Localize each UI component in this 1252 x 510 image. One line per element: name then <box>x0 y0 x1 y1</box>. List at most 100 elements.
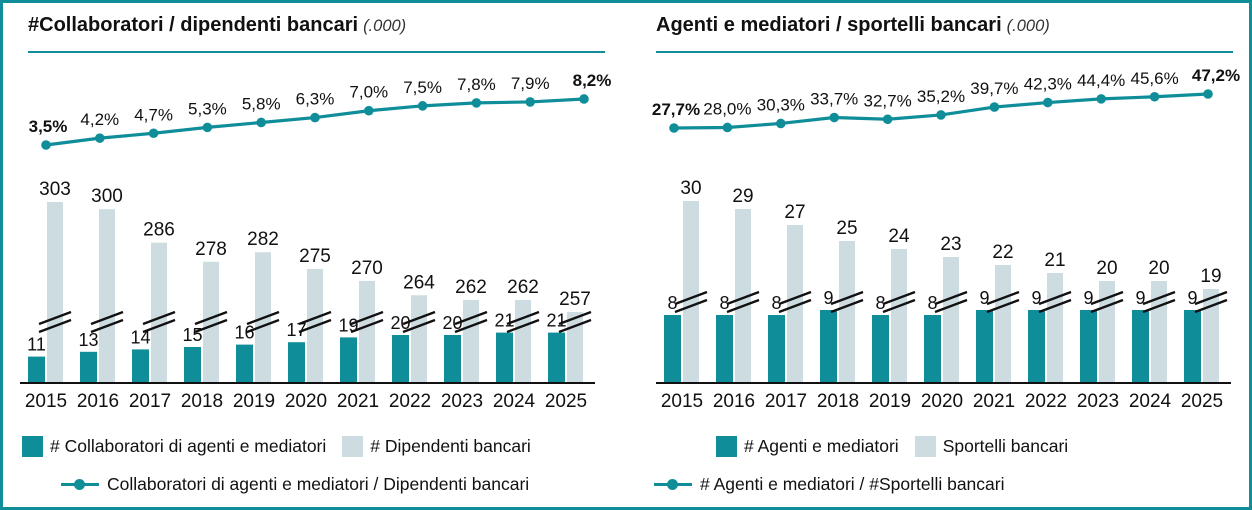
line-point <box>1096 94 1106 104</box>
light-bar <box>787 225 803 383</box>
percent-label: 5,3% <box>188 99 227 118</box>
line-point <box>417 101 428 111</box>
percent-label: 39,7% <box>970 79 1018 98</box>
axis-break-mark <box>298 310 332 326</box>
axis-break-mark <box>558 318 592 334</box>
axis-break-mark <box>90 310 124 326</box>
light-bar-value-label: 30 <box>680 178 701 199</box>
teal-bar-value-label: 14 <box>130 327 150 347</box>
light-bar <box>151 242 167 383</box>
teal-bar <box>28 356 45 383</box>
axis-break-mark <box>142 310 176 326</box>
axis-break-mark <box>934 298 968 314</box>
line-point <box>148 128 159 139</box>
year-label: 2018 <box>181 391 223 412</box>
teal-bar <box>288 342 305 383</box>
axis-break-mark <box>558 310 592 326</box>
teal-bar <box>184 347 201 383</box>
light-bar-value-label: 257 <box>559 289 591 310</box>
teal-bar <box>340 337 357 383</box>
light-bar <box>1203 289 1219 383</box>
percent-label: 27,7% <box>652 100 700 119</box>
legend-label: # Dipendenti bancari <box>370 436 531 456</box>
light-bar-value-label: 286 <box>143 220 175 241</box>
teal-bar-value-label: 8 <box>771 293 781 313</box>
right-chart-plot: 8302015829201682720179252018824201982320… <box>652 66 1240 412</box>
year-label: 2020 <box>921 391 963 412</box>
axis-break-mark <box>986 290 1020 306</box>
percent-label: 6,3% <box>296 90 335 109</box>
year-label: 2025 <box>1181 391 1223 412</box>
legend-label: # Collaboratori di agenti e mediatori <box>50 436 327 456</box>
teal-bar <box>924 315 941 383</box>
light-bar-value-label: 24 <box>888 226 910 247</box>
light-bar <box>1047 273 1063 383</box>
light-bar <box>995 265 1011 383</box>
teal-bar <box>820 310 837 383</box>
percent-label: 5,8% <box>242 94 281 113</box>
teal-bar-value-label: 21 <box>546 311 566 331</box>
axis-break-mark <box>38 310 72 326</box>
legend-label: Collaboratori di agenti e mediatori / Di… <box>107 474 530 494</box>
light-bar-value-label: 21 <box>1044 250 1065 271</box>
axis-break-mark <box>1194 290 1228 306</box>
light-bar <box>47 202 63 383</box>
axis-break-mark <box>1038 290 1072 306</box>
percent-label: 33,7% <box>810 90 858 109</box>
axis-break-mark <box>350 310 384 326</box>
axis-break-mark <box>1090 290 1124 306</box>
light-bar <box>735 209 751 383</box>
light-bar-value-label: 262 <box>455 277 487 298</box>
axis-break-mark <box>674 290 708 306</box>
teal-bar <box>236 344 253 383</box>
axis-break-mark <box>454 318 488 334</box>
left-title-underline <box>28 51 605 53</box>
line-point <box>882 114 893 125</box>
axis-break-mark <box>726 290 760 306</box>
teal-bar <box>548 332 565 383</box>
teal-bar <box>496 332 513 383</box>
teal-bar-value-label: 21 <box>494 311 514 331</box>
legend-entry: # Agenti e mediatori <box>716 436 899 457</box>
year-label: 2019 <box>869 391 911 412</box>
axis-break-mark <box>142 318 176 334</box>
axis-break-mark <box>194 310 228 326</box>
legend-entry: Sportelli bancari <box>914 436 1069 457</box>
axis-break-mark <box>246 310 280 326</box>
axis-break-mark <box>726 298 760 314</box>
axis-break-mark <box>830 290 864 306</box>
axis-break-mark <box>1090 298 1124 314</box>
axis-break-mark <box>830 298 864 314</box>
light-bar <box>515 300 531 383</box>
year-label: 2020 <box>285 391 327 412</box>
light-bar <box>359 280 375 383</box>
percent-label: 44,4% <box>1077 71 1125 90</box>
year-label: 2015 <box>25 391 67 412</box>
right-legend-line: # Agenti e mediatori / #Sportelli bancar… <box>654 474 1004 495</box>
year-label: 2018 <box>817 391 859 412</box>
percent-label: 45,6% <box>1130 69 1178 88</box>
axis-break-mark <box>246 318 280 334</box>
line-marker-icon <box>61 474 99 495</box>
light-bar <box>463 300 479 383</box>
year-label: 2017 <box>129 391 171 412</box>
teal-bar-value-label: 15 <box>182 325 202 345</box>
axis-break-mark <box>934 290 968 306</box>
percent-label: 47,2% <box>1192 66 1240 85</box>
axis-break-mark <box>674 298 708 314</box>
light-bar <box>839 241 855 383</box>
left-chart-title: #Collaboratori / dipendenti bancari (.000… <box>28 14 406 37</box>
teal-bar-value-label: 13 <box>78 330 98 350</box>
teal-bar <box>1184 310 1201 383</box>
right-title-underline <box>656 51 1233 53</box>
teal-bar-value-label: 20 <box>390 313 410 333</box>
light-swatch-icon <box>342 436 364 457</box>
light-bar-value-label: 270 <box>351 258 383 279</box>
percent-label: 7,5% <box>403 78 442 97</box>
axis-break-mark <box>1194 298 1228 314</box>
year-label: 2022 <box>389 391 431 412</box>
axis-break-mark <box>402 310 436 326</box>
teal-bar-value-label: 9 <box>1135 288 1145 308</box>
legend-label: Sportelli bancari <box>942 436 1069 456</box>
